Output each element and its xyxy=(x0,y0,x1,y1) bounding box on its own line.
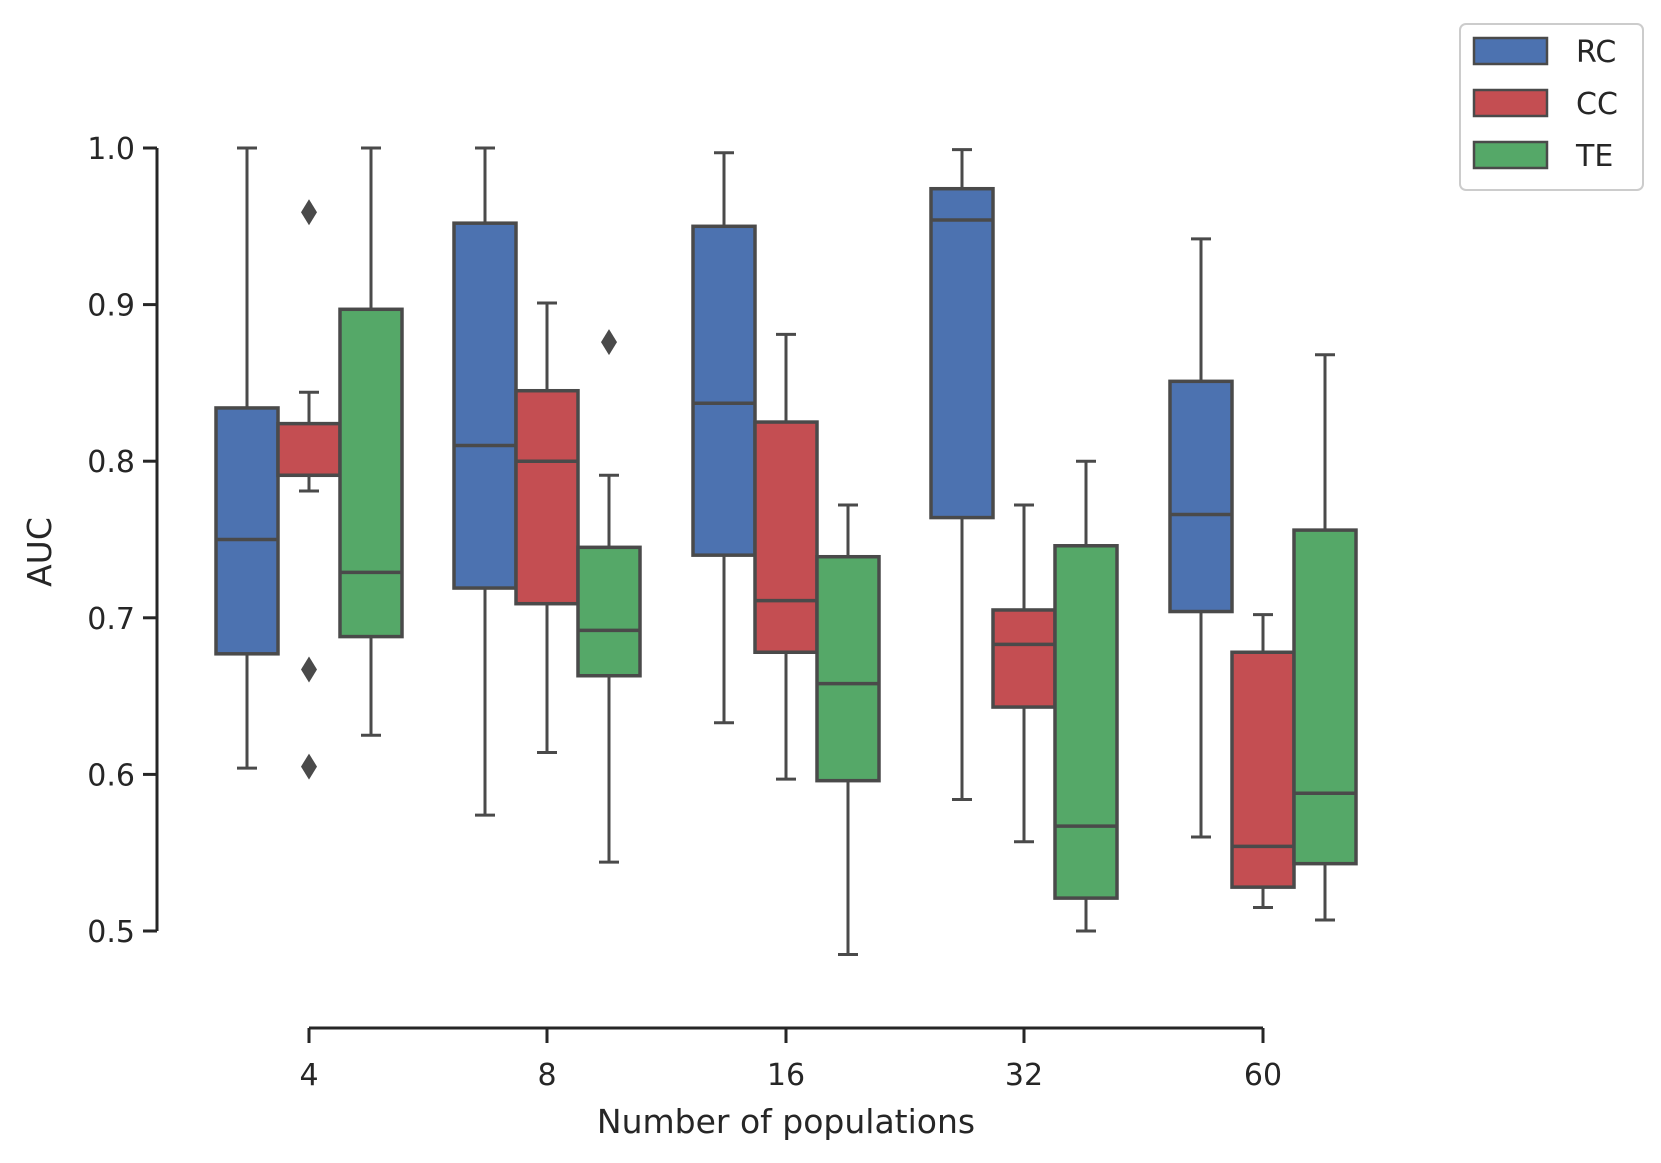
x-tick-label: 16 xyxy=(767,1058,805,1093)
box-iqr xyxy=(576,545,642,678)
y-tick-label: 0.9 xyxy=(87,289,135,324)
box-groups xyxy=(214,146,1358,956)
box-iqr xyxy=(1230,650,1296,889)
x-tick-label: 60 xyxy=(1244,1058,1282,1093)
box-iqr xyxy=(815,554,881,783)
x-tick-label: 8 xyxy=(537,1058,556,1093)
legend-label-te: TE xyxy=(1575,139,1613,174)
box-cc-4 xyxy=(276,199,342,780)
box-iqr xyxy=(691,224,757,557)
box-te-60 xyxy=(1292,353,1358,922)
y-tick-label: 0.7 xyxy=(87,602,135,637)
x-axis-label: Number of populations xyxy=(597,1102,975,1141)
outlier-marker xyxy=(301,753,317,780)
outlier-marker xyxy=(301,199,317,226)
legend-label-cc: CC xyxy=(1576,87,1618,122)
box-cc-60 xyxy=(1230,613,1296,910)
x-tick-label: 4 xyxy=(299,1058,318,1093)
box-iqr xyxy=(1053,544,1119,900)
y-tick-label: 0.6 xyxy=(87,758,135,793)
box-te-8 xyxy=(576,329,642,864)
box-cc-8 xyxy=(514,301,580,754)
y-tick-label: 0.5 xyxy=(87,915,135,950)
box-iqr xyxy=(276,421,342,478)
outlier-marker xyxy=(601,329,617,356)
y-axis: 0.5 0.6 0.7 0.8 0.9 1.0 xyxy=(87,132,159,950)
box-rc-60 xyxy=(1168,237,1234,839)
box-iqr xyxy=(929,186,995,520)
box-iqr xyxy=(338,307,404,639)
box-iqr xyxy=(1292,528,1358,866)
box-iqr xyxy=(214,406,280,656)
box-rc-8 xyxy=(452,146,518,817)
box-rc-16 xyxy=(691,151,757,725)
y-tick-label: 1.0 xyxy=(87,132,135,167)
box-rc-32 xyxy=(929,148,995,801)
outlier-marker xyxy=(301,656,317,683)
box-iqr xyxy=(452,221,518,590)
legend-label-rc: RC xyxy=(1576,35,1616,70)
x-tick-label: 32 xyxy=(1005,1058,1043,1093)
y-axis-label: AUC xyxy=(20,517,59,587)
x-axis: 4 8 16 32 60 xyxy=(299,1026,1282,1093)
box-iqr xyxy=(753,420,819,655)
box-te-4 xyxy=(338,146,404,737)
box-cc-32 xyxy=(991,503,1057,844)
legend-swatch-cc xyxy=(1472,88,1549,118)
box-iqr xyxy=(991,608,1057,709)
box-te-32 xyxy=(1053,459,1119,933)
box-rc-4 xyxy=(214,146,280,770)
box-iqr xyxy=(514,388,580,606)
box-te-16 xyxy=(815,503,881,956)
legend-swatch-te xyxy=(1472,140,1549,170)
box-iqr xyxy=(1168,379,1234,614)
legend: RC CC TE xyxy=(1459,23,1644,191)
box-cc-16 xyxy=(753,332,819,781)
legend-swatch-rc xyxy=(1472,36,1549,66)
y-tick-label: 0.8 xyxy=(87,445,135,480)
